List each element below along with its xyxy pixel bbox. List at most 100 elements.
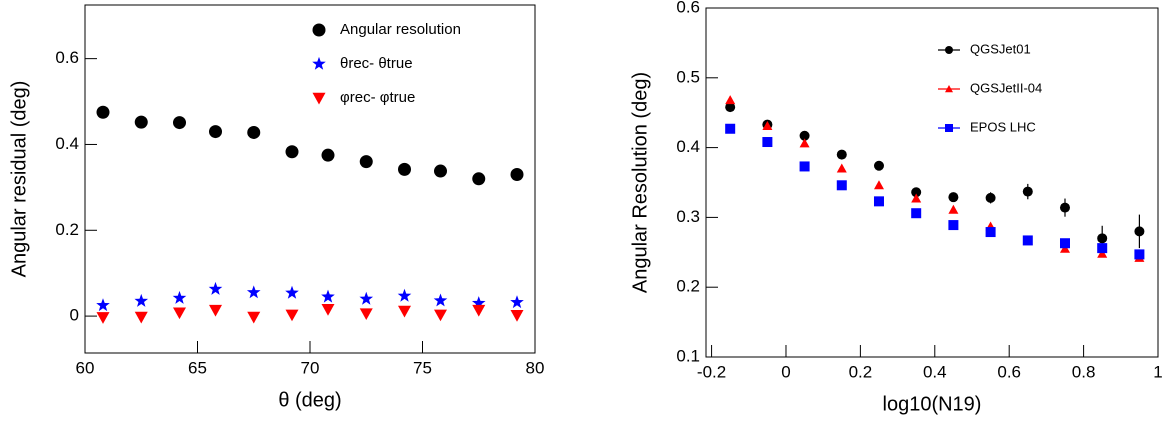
point	[799, 138, 810, 148]
x-axis-label: θ (deg)	[278, 389, 341, 411]
point	[1134, 249, 1145, 260]
plot-frame	[84, 4, 536, 354]
point	[836, 180, 847, 191]
x-tick-label: 80	[526, 358, 545, 377]
legend-label: QGSJetII-04	[970, 80, 1042, 95]
point	[948, 192, 959, 203]
x-tick-label: 75	[413, 358, 432, 377]
legend-marker	[945, 85, 953, 93]
point	[209, 304, 222, 317]
point	[359, 308, 373, 321]
point	[208, 281, 223, 295]
point	[948, 220, 959, 231]
y-axis-label: Angular Resolution (deg)	[629, 72, 651, 293]
x-tick-label: -0.2	[697, 362, 726, 381]
legend-label: θrec- θtrue	[340, 55, 413, 72]
point	[247, 125, 261, 139]
point	[321, 148, 335, 162]
point	[209, 125, 222, 139]
point	[472, 172, 486, 186]
point	[285, 309, 299, 322]
legend-label: EPOS LHC	[970, 119, 1036, 134]
y-tick-label: 0.4	[676, 137, 700, 156]
point	[321, 304, 335, 316]
y-tick-label: 0.6	[676, 0, 700, 16]
point	[173, 307, 186, 320]
point	[472, 304, 486, 317]
point	[799, 130, 810, 141]
point	[96, 312, 110, 324]
point	[434, 309, 447, 322]
point	[873, 160, 884, 171]
point	[1134, 226, 1145, 237]
point	[134, 293, 149, 307]
point	[434, 164, 447, 178]
x-tick-label: 0.4	[923, 362, 947, 381]
point	[246, 285, 261, 299]
point	[836, 149, 847, 160]
point	[510, 167, 524, 181]
x-tick-label: 1	[1153, 362, 1162, 381]
x-tick-label: 0.2	[849, 362, 873, 381]
point	[836, 163, 847, 173]
legend-label: φrec- φtrue	[340, 89, 415, 106]
point	[321, 289, 335, 303]
point	[1059, 243, 1070, 253]
point	[285, 285, 299, 299]
point	[359, 291, 374, 305]
x-tick-label: 0.6	[997, 362, 1021, 381]
point	[172, 290, 187, 304]
point	[1059, 238, 1070, 249]
point	[247, 311, 261, 324]
x-tick-label: 60	[76, 358, 95, 377]
point	[1097, 243, 1108, 254]
x-tick-label: 65	[188, 358, 207, 377]
y-tick-label: 0.2	[55, 220, 79, 239]
point	[398, 162, 411, 176]
point	[134, 311, 148, 324]
x-tick-label: 0.8	[1072, 362, 1096, 381]
point	[873, 180, 884, 190]
point	[471, 296, 486, 310]
point	[397, 288, 412, 302]
legend-marker	[312, 23, 326, 37]
point	[510, 310, 524, 322]
y-tick-label: 0.3	[676, 207, 700, 226]
point	[799, 161, 810, 172]
legend-label: Angular resolution	[340, 21, 461, 38]
point	[96, 105, 110, 119]
point	[725, 95, 736, 105]
point	[985, 227, 996, 238]
point	[1097, 248, 1108, 258]
point	[725, 123, 736, 134]
point	[173, 116, 186, 130]
legend-marker	[945, 46, 953, 54]
point	[1022, 186, 1033, 197]
x-axis-label: log10(N19)	[883, 393, 982, 415]
point	[1097, 233, 1108, 244]
point	[1022, 235, 1033, 246]
point	[762, 120, 773, 130]
point	[762, 137, 773, 148]
point	[1059, 202, 1070, 213]
point	[725, 102, 736, 113]
point	[911, 208, 922, 219]
y-axis-label: Angular residual (deg)	[8, 81, 30, 278]
point	[911, 193, 922, 203]
legend-marker	[945, 124, 953, 132]
point	[985, 192, 996, 203]
point	[134, 115, 148, 129]
legend-marker	[312, 92, 326, 105]
point	[873, 196, 884, 207]
y-tick-label: 0.4	[55, 134, 79, 153]
x-tick-label: 0	[781, 362, 790, 381]
point	[948, 204, 959, 214]
x-tick-label: 70	[301, 358, 320, 377]
y-tick-label: 0.2	[676, 277, 700, 296]
y-tick-label: 0.5	[676, 67, 700, 86]
plot-frame	[705, 7, 1159, 358]
legend-label: QGSJet01	[970, 41, 1031, 56]
point	[433, 293, 448, 307]
point	[359, 155, 373, 169]
